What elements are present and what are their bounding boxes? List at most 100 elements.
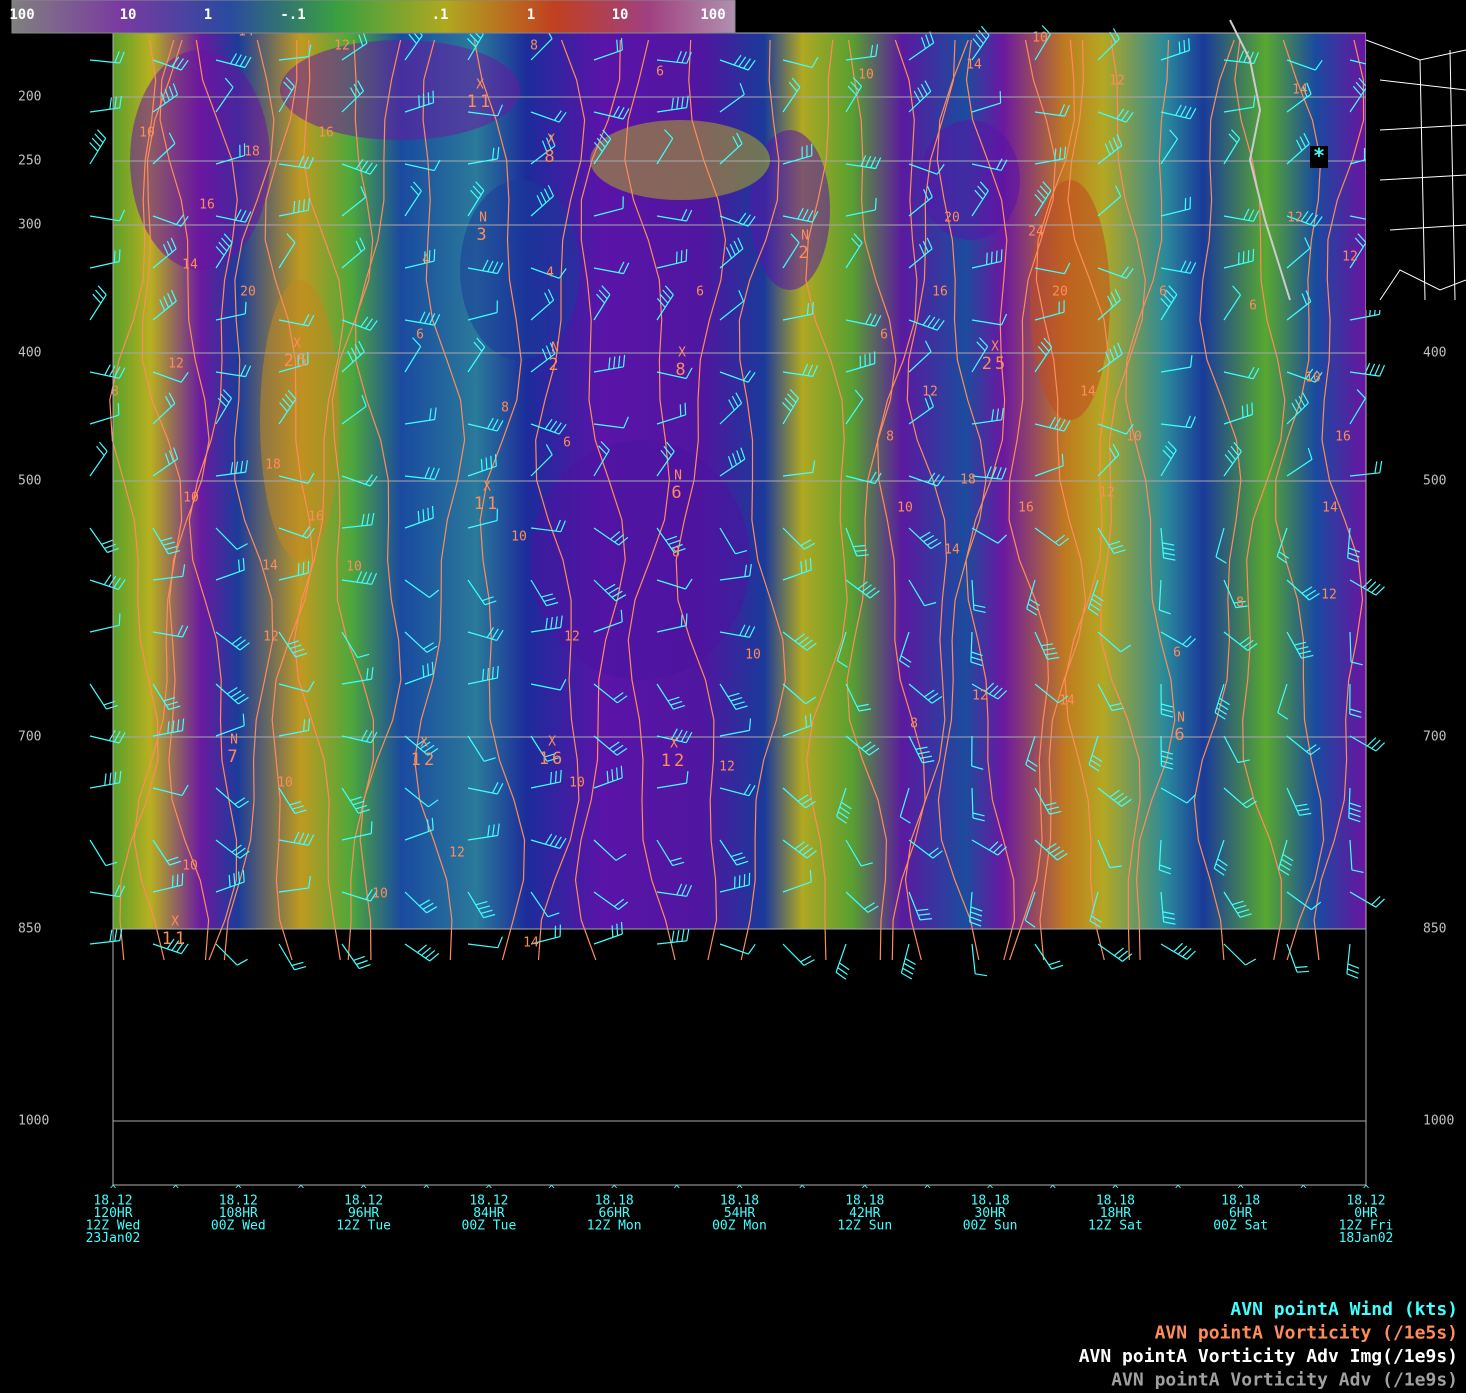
- colorbar-label: 1: [204, 7, 212, 23]
- y-tick-label: 1000: [18, 1114, 49, 1129]
- contour-label: 6: [416, 328, 424, 343]
- contour-label: 10: [897, 501, 913, 516]
- contour-label: 12: [263, 630, 279, 645]
- contour-label: 20: [240, 285, 256, 300]
- contour-label: 8: [501, 401, 509, 416]
- x-tick-label: 00Z Mon: [712, 1219, 767, 1234]
- contour-label: 12: [719, 760, 735, 775]
- extremum-value: 6: [671, 483, 684, 503]
- colorbar-label: .1: [432, 7, 449, 23]
- extremum-symbol: X: [420, 736, 428, 751]
- extremum-symbol: N: [551, 341, 559, 356]
- contour-label: 18: [960, 473, 976, 488]
- contour-label: 18: [265, 458, 281, 473]
- extremum-symbol: N: [801, 229, 809, 244]
- contour-label: 10: [1126, 430, 1142, 445]
- x-tick-label: 00Z Tue: [462, 1219, 517, 1234]
- legend: AVN pointA Wind (kts) AVN pointA Vorticit…: [1079, 1299, 1458, 1391]
- contour-label: 16: [1018, 501, 1034, 516]
- contour-label: 14: [966, 58, 982, 73]
- contour-label: 8: [886, 430, 894, 445]
- x-tick-label: 18Jan02: [1339, 1231, 1394, 1246]
- y-tick-label: 700: [18, 730, 41, 745]
- contour-label: 12: [1109, 74, 1125, 89]
- contour-label: 6: [880, 328, 888, 343]
- contour-label: 6: [563, 436, 571, 451]
- map-inset: *: [1170, 0, 1466, 310]
- contour-label: 16: [318, 126, 334, 141]
- contour-label: 14: [262, 559, 278, 574]
- y-tick-label-right: 850: [1423, 922, 1446, 937]
- contour-label: 12: [334, 39, 350, 54]
- contour-label: 10: [277, 776, 293, 791]
- extremum-value: 7: [227, 747, 240, 767]
- contour-label: 10: [858, 68, 874, 83]
- extremum-value: 25: [284, 351, 310, 371]
- contour-label: 8: [910, 717, 918, 732]
- colorbar-label: 1: [527, 7, 535, 23]
- wind-barb: [90, 286, 106, 320]
- contour-label: 14: [1080, 385, 1096, 400]
- colorbar-label: -.1: [280, 7, 305, 23]
- extremum-value: 6: [1174, 725, 1187, 745]
- x-tick-label: 12Z Tue: [336, 1219, 391, 1234]
- extremum-value: 12: [411, 750, 437, 770]
- x-tick-label: 00Z Sat: [1213, 1219, 1268, 1234]
- contour-label: 4: [546, 266, 554, 281]
- y-tick-label: 850: [18, 922, 41, 937]
- contour-label: 16: [932, 285, 948, 300]
- contour-label: 6: [1173, 646, 1181, 661]
- y-tick-label: 500: [18, 474, 41, 489]
- contour-label: 12: [972, 689, 988, 704]
- contour-label: 14: [944, 543, 960, 558]
- contour-label: 10: [183, 491, 199, 506]
- extremum-symbol: N: [479, 211, 487, 226]
- extremum-symbol: X: [293, 337, 301, 352]
- x-tick-label: 12Z Sun: [837, 1219, 892, 1234]
- x-tick-label: 23Jan02: [86, 1231, 141, 1246]
- contour-label: 10: [346, 560, 362, 575]
- contour-label: 12: [168, 357, 184, 372]
- contour-label: 8: [111, 385, 119, 400]
- y-tick-label-right: 500: [1423, 474, 1446, 489]
- y-tick-label-right: 400: [1423, 346, 1446, 361]
- contour-label: 10: [569, 776, 585, 791]
- contour-label: 10: [139, 126, 155, 141]
- x-tick-label: 12Z Mon: [587, 1219, 642, 1234]
- y-tick-label: 250: [18, 154, 41, 169]
- extremum-symbol: X: [476, 78, 484, 93]
- extremum-value: 2: [548, 355, 561, 375]
- legend-entry: AVN pointA Vorticity Adv Img(/1e9s): [1079, 1346, 1458, 1367]
- extremum-symbol: X: [483, 480, 491, 495]
- contour-label: 12: [1099, 486, 1115, 501]
- extremum-symbol: X: [171, 915, 179, 930]
- contour-label: 10: [745, 648, 761, 663]
- x-tick-label: 00Z Wed: [211, 1219, 266, 1234]
- extremum-value: 3: [476, 225, 489, 245]
- contour-label: 8: [530, 39, 538, 54]
- contour-label: 8: [672, 546, 680, 561]
- extremum-symbol: X: [678, 346, 686, 361]
- contour-label: 18: [244, 145, 260, 160]
- legend-entry: AVN pointA Wind (kts): [1230, 1299, 1458, 1320]
- contour-label: 14: [182, 258, 198, 273]
- extremum-symbol: N: [1177, 711, 1185, 726]
- extremum-value: 2: [798, 243, 811, 263]
- contour-label: 16: [199, 198, 215, 213]
- contour-label: 6: [656, 65, 664, 80]
- contour-label: 14: [1322, 501, 1338, 516]
- contour-label: 20: [1052, 285, 1068, 300]
- svg-text:*: *: [1313, 144, 1325, 168]
- extremum-value: 8: [675, 360, 688, 380]
- contour-label: 10: [511, 530, 527, 545]
- contour-label: 6: [696, 285, 704, 300]
- contour-label: 16: [1335, 430, 1351, 445]
- y-tick-label: 300: [18, 218, 41, 233]
- legend-entry: AVN pointA Vorticity (/1e5s): [1155, 1323, 1458, 1344]
- contour-label: 12: [922, 385, 938, 400]
- contour-label: 10: [1305, 371, 1321, 386]
- below-ground: [0, 929, 1466, 1189]
- wind-barb: [90, 130, 106, 164]
- colorbar-label: 10: [612, 7, 629, 23]
- contour-label: 6: [1159, 285, 1167, 300]
